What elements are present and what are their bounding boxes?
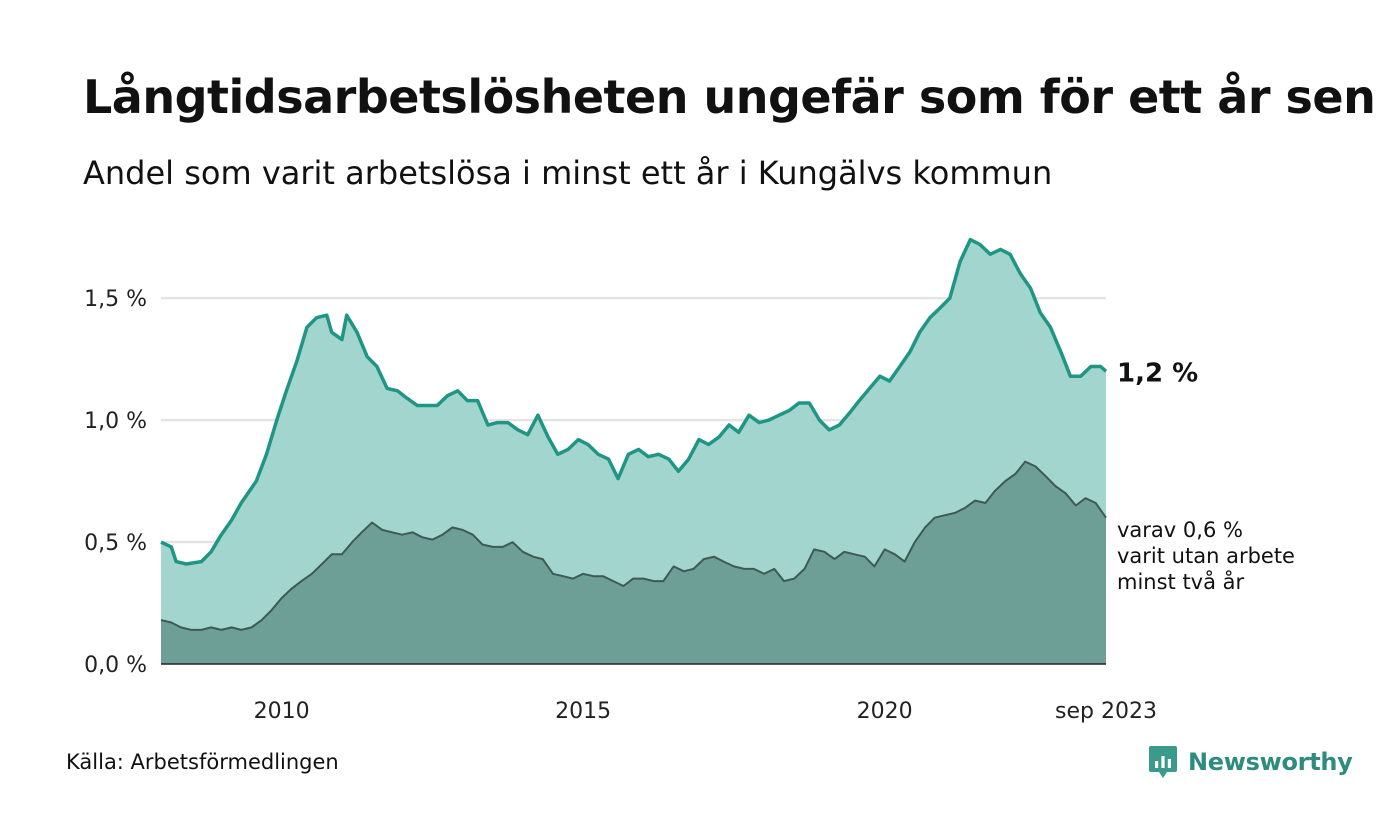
two-year-end-label-line: minst två år bbox=[1117, 569, 1245, 594]
two-year-end-label-line: varav 0,6 % bbox=[1117, 518, 1243, 542]
two-year-end-label-line: varit utan arbete bbox=[1117, 544, 1295, 568]
chart-subtitle: Andel som varit arbetslösa i minst ett å… bbox=[83, 154, 1053, 192]
source-note: Källa: Arbetsförmedlingen bbox=[66, 750, 339, 774]
brand-name: Newsworthy bbox=[1188, 748, 1353, 776]
x-tick-label: sep 2023 bbox=[1055, 699, 1157, 724]
newsworthy-logo-icon bbox=[1149, 746, 1177, 778]
x-tick-label: 2010 bbox=[254, 699, 310, 724]
x-axis-ticks: 2010 2015 2020 sep 2023 bbox=[254, 699, 1157, 724]
two-year-series-line bbox=[160, 460, 1107, 631]
y-tick-label: 0,5 % bbox=[84, 531, 147, 556]
x-tick-label: 2015 bbox=[555, 699, 611, 724]
chart-title: Långtidsarbetslösheten ungefär som för e… bbox=[83, 70, 1376, 124]
series-areas bbox=[160, 237, 1108, 664]
x-tick-label: 2020 bbox=[857, 699, 913, 724]
y-tick-label: 1,5 % bbox=[84, 287, 147, 312]
y-tick-label: 0,0 % bbox=[84, 653, 147, 678]
brand-logo: Newsworthy bbox=[1148, 744, 1353, 780]
one-year-end-label: 1,2 % bbox=[1117, 358, 1198, 388]
y-axis-ticks: 0,0 % 0,5 % 1,0 % 1,5 % bbox=[84, 287, 147, 678]
y-tick-label: 1,0 % bbox=[84, 409, 147, 434]
two-year-series-area bbox=[161, 461, 1106, 664]
one-year-series-line bbox=[160, 237, 1108, 566]
